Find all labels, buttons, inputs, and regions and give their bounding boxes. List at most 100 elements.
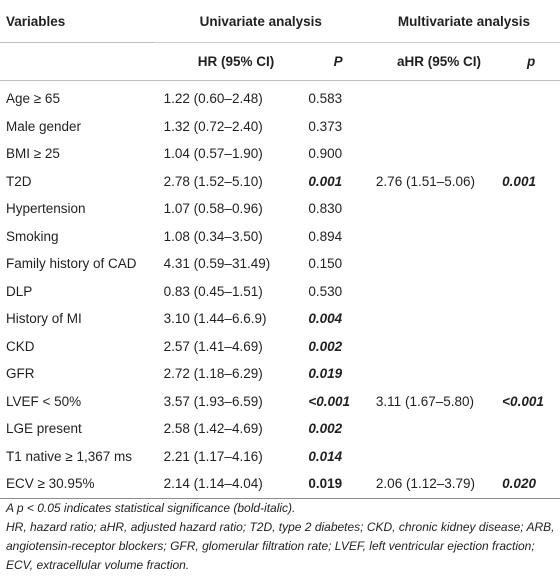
header-p-univariate: P <box>308 42 368 81</box>
cell-p: 0.900 <box>308 146 343 162</box>
significance-note: A p < 0.05 indicates statistical signifi… <box>6 501 296 515</box>
cell-p: 0.002 <box>308 338 343 354</box>
cell-p-adjusted <box>502 80 560 113</box>
cell-variable: T2D <box>6 173 32 189</box>
cell-hr: 3.57 (1.93–6.59) <box>163 393 263 409</box>
cell-hr: 1.04 (0.57–1.90) <box>163 146 263 162</box>
cell-p-adjusted <box>502 113 560 141</box>
cell-variable: CKD <box>6 338 35 354</box>
cell-p-adjusted <box>502 278 560 306</box>
header-ahr: aHR (95% CI) <box>367 42 503 81</box>
cell-variable: GFR <box>6 366 35 382</box>
table-row: Male gender 1.32 (0.72–2.40) 0.373 <box>0 113 560 141</box>
cell-p: 0.001 <box>308 173 343 189</box>
table-row: LVEF < 50% 3.57 (1.93–6.59) <0.001 3.11 (1.… <box>0 388 560 416</box>
cell-ahr <box>368 305 502 333</box>
table-row: History of MI 3.10 (1.44–6.6.9) 0.004 <box>0 305 560 333</box>
cell-variable: DLP <box>6 283 33 299</box>
header-blank <box>0 42 154 81</box>
cell-ahr <box>368 360 502 388</box>
cell-hr: 1.07 (0.58–0.96) <box>163 201 263 217</box>
cell-ahr <box>368 250 502 278</box>
cell-p-adjusted <box>502 443 560 471</box>
cell-p: 0.373 <box>308 118 343 134</box>
cell-ahr <box>368 333 502 361</box>
cell-variable: Smoking <box>6 228 59 244</box>
cell-ahr <box>368 415 502 443</box>
regression-table: Variables Univariate analysis Multivaria… <box>0 13 560 499</box>
cell-hr: 3.10 (1.44–6.6.9) <box>163 311 267 327</box>
cell-p-adjusted <box>502 223 560 251</box>
cell-hr: 2.72 (1.18–6.29) <box>163 366 263 382</box>
cell-variable: ECV ≥ 30.95% <box>0 470 154 499</box>
cell-hr: 2.58 (1.42–4.69) <box>163 421 263 437</box>
cell-p-adjusted <box>502 360 560 388</box>
cell-p-adjusted <box>502 333 560 361</box>
header-row-columns: HR (95% CI) P aHR (95% CI) p <box>0 42 560 81</box>
cell-p-adjusted <box>502 250 560 278</box>
cell-hr: 1.08 (0.34–3.50) <box>163 228 263 244</box>
header-hr: HR (95% CI) <box>153 42 309 81</box>
cell-p: <0.001 <box>308 393 351 409</box>
cell-hr: 0.83 (0.45–1.51) <box>163 283 263 299</box>
cell-variable: Age ≥ 65 <box>0 80 154 113</box>
cell-variable: T1 native ≥ 1,367 ms <box>6 448 132 464</box>
table-row: Family history of CAD 4.31 (0.59–31.49) 0.… <box>0 250 560 278</box>
cell-hr: 1.22 (0.60–2.48) <box>153 80 309 113</box>
table-row: Age ≥ 65 1.22 (0.60–2.48) 0.583 <box>0 80 560 113</box>
cell-ahr <box>368 223 502 251</box>
table-row: LGE present 2.58 (1.42–4.69) 0.002 <box>0 415 560 443</box>
cell-p-adjusted <box>502 305 560 333</box>
cell-ahr <box>368 140 502 168</box>
cell-p: 0.019 <box>308 470 368 499</box>
abbreviations-note: HR, hazard ratio; aHR, adjusted hazard r… <box>6 520 555 572</box>
cell-variable: BMI ≥ 25 <box>6 146 60 162</box>
cell-variable: History of MI <box>6 311 82 327</box>
table-row: CKD 2.57 (1.41–4.69) 0.002 <box>0 333 560 361</box>
cell-p: 0.894 <box>308 228 343 244</box>
cell-p: 0.019 <box>308 366 343 382</box>
table-row: GFR 2.72 (1.18–6.29) 0.019 <box>0 360 560 388</box>
cell-p: 0.830 <box>308 201 343 217</box>
cell-hr: 1.32 (0.72–2.40) <box>163 118 263 134</box>
cell-ahr: 3.11 (1.67–5.80) <box>375 393 474 409</box>
cell-ahr: 2.76 (1.51–5.06) <box>375 173 475 189</box>
cell-variable: Hypertension <box>6 201 86 217</box>
header-p-multivariate: p <box>502 42 560 81</box>
cell-p-adjusted <box>502 140 560 168</box>
header-univariate: Univariate analysis <box>199 13 322 29</box>
cell-p: 0.004 <box>308 311 343 327</box>
table-row: BMI ≥ 25 1.04 (0.57–1.90) 0.900 <box>0 140 560 168</box>
cell-variable: Male gender <box>6 118 82 134</box>
table-row: Smoking 1.08 (0.34–3.50) 0.894 <box>0 223 560 251</box>
cell-p: 0.002 <box>308 421 343 437</box>
cell-hr: 2.21 (1.17–4.16) <box>163 448 263 464</box>
cell-p: 0.583 <box>308 80 368 113</box>
cell-p-adjusted <box>502 415 560 443</box>
table-row: ECV ≥ 30.95% 2.14 (1.14–4.04) 0.019 2.06 (1… <box>0 470 560 499</box>
cell-p-adjusted: <0.001 <box>502 393 544 409</box>
cell-variable: LGE present <box>6 421 82 437</box>
table-row: Hypertension 1.07 (0.58–0.96) 0.830 <box>0 195 560 223</box>
cell-variable: LVEF < 50% <box>6 393 82 409</box>
cell-p-adjusted <box>502 195 560 223</box>
cell-ahr <box>368 195 502 223</box>
cell-hr: 4.31 (0.59–31.49) <box>163 256 271 272</box>
cell-p: 0.150 <box>308 256 343 272</box>
cell-ahr <box>368 278 502 306</box>
cell-hr: 2.57 (1.41–4.69) <box>163 338 263 354</box>
cell-ahr <box>368 443 502 471</box>
cell-p-adjusted: 0.001 <box>502 173 536 189</box>
cell-variable: Family history of CAD <box>6 256 137 272</box>
table-body: Age ≥ 65 1.22 (0.60–2.48) 0.583 Male gender… <box>0 80 560 499</box>
cell-hr: 2.14 (1.14–4.04) <box>153 470 309 499</box>
cell-ahr: 2.06 (1.12–3.79) <box>367 470 503 499</box>
table-row: DLP 0.83 (0.45–1.51) 0.530 <box>0 278 560 306</box>
table-row: T1 native ≥ 1,367 ms 2.21 (1.17–4.16) 0.01… <box>0 443 560 471</box>
table-row: T2D 2.78 (1.52–5.10) 0.001 2.76 (1.51–5.06)… <box>0 168 560 196</box>
cell-p: 0.014 <box>308 448 343 464</box>
cell-ahr <box>367 80 503 113</box>
cell-ahr <box>368 113 502 141</box>
table-notes: A p < 0.05 indicates statistical signifi… <box>6 499 556 575</box>
